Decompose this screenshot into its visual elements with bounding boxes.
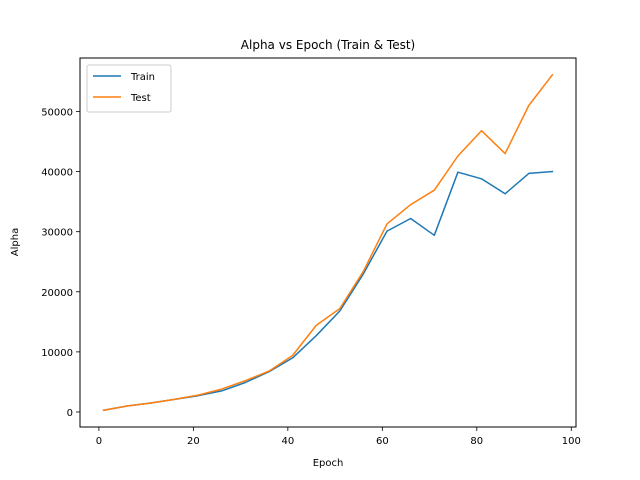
plot-area: 0 20 40 60 80 100 0 10000 20000 30000 40000 50000: [41, 73, 581, 447]
x-tick-label: 80: [470, 436, 483, 447]
axes-frame: [79, 57, 577, 428]
y-tick-label: 40000: [41, 168, 73, 179]
chart-title: Alpha vs Epoch (Train & Test): [241, 38, 415, 52]
x-tick-label: 20: [187, 436, 200, 447]
y-tick-label: 20000: [41, 288, 73, 299]
y-tick-label: 50000: [41, 107, 73, 118]
y-tick-label: 0: [67, 408, 73, 419]
y-tick-label: 30000: [41, 228, 73, 239]
legend-box: [86, 64, 172, 113]
y-tick-label: 10000: [41, 348, 73, 359]
legend-label-test: Test: [130, 93, 151, 104]
x-tick-label: 60: [376, 436, 389, 447]
x-tick-label: 100: [562, 436, 581, 447]
legend-label-train: Train: [130, 72, 155, 83]
x-axis-label: Epoch: [313, 458, 344, 469]
series-line-test: [102, 73, 554, 412]
x-tick-label: 40: [281, 436, 294, 447]
legend: Train Test: [86, 64, 172, 113]
y-axis-label: Alpha: [10, 228, 21, 256]
x-tick-label: 0: [96, 436, 102, 447]
